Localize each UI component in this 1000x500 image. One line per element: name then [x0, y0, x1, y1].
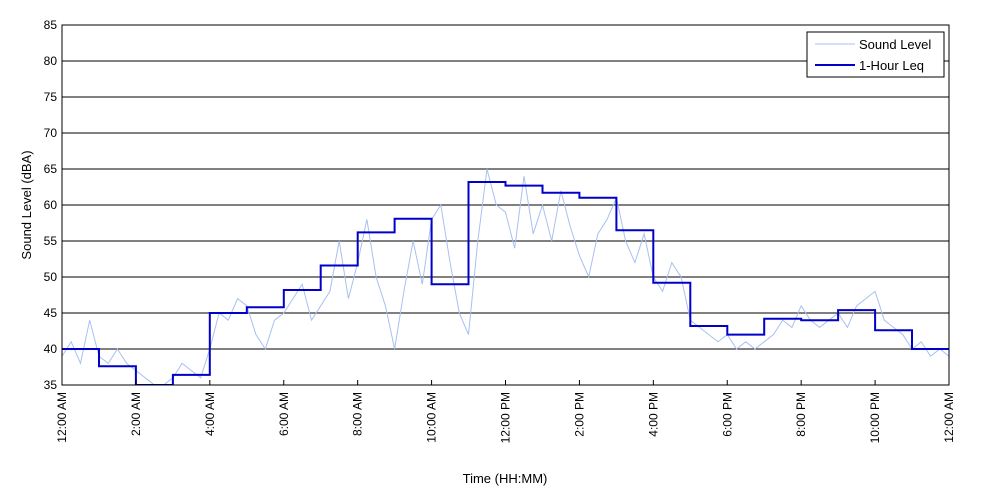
y-tick-label: 35: [44, 378, 58, 392]
y-axis-title: Sound Level (dBA): [19, 150, 34, 259]
y-tick-label: 55: [44, 234, 58, 248]
x-tick-label: 2:00 PM: [572, 392, 586, 437]
x-tick-label: 6:00 PM: [720, 392, 734, 437]
y-tick-label: 70: [44, 126, 58, 140]
x-tick-label: 10:00 AM: [425, 392, 439, 443]
y-tick-label: 40: [44, 342, 58, 356]
legend-box: [806, 31, 945, 78]
x-tick-label: 8:00 PM: [794, 392, 808, 437]
x-axis-ticks: 12:00 AM 2:00 AM 4:00 AM 6:00 AM 8:00 AM 10:0…: [55, 380, 956, 443]
x-tick-label: 12:00 PM: [499, 392, 513, 443]
y-tick-label: 85: [44, 18, 58, 32]
series-area: [62, 168, 949, 385]
x-tick-label: 10:00 PM: [868, 392, 882, 443]
x-tick-label: 12:00 AM: [942, 392, 956, 443]
x-tick-label: 4:00 AM: [203, 392, 217, 436]
x-tick-label: 2:00 AM: [129, 392, 143, 436]
legend-label-sound-level: Sound Level: [859, 37, 931, 52]
y-tick-label: 75: [44, 90, 58, 104]
x-axis-title: Time (HH:MM): [463, 471, 548, 486]
x-tick-label: 12:00 AM: [55, 392, 69, 443]
x-tick-label: 8:00 AM: [351, 392, 365, 436]
y-tick-label: 45: [44, 306, 58, 320]
x-tick-label: 4:00 PM: [646, 392, 660, 437]
x-tick-label: 6:00 AM: [277, 392, 291, 436]
y-tick-label: 60: [44, 198, 58, 212]
y-tick-label: 50: [44, 270, 58, 284]
legend: Sound Level 1-Hour Leq: [806, 31, 945, 78]
y-axis-ticks: 35 40 45 50 55 60 65 70 75 80 85: [44, 18, 58, 392]
y-tick-label: 65: [44, 162, 58, 176]
legend-label-1-hour-leq: 1-Hour Leq: [859, 58, 924, 73]
y-tick-label: 80: [44, 54, 58, 68]
series-line-1-hour-leq: [62, 181, 949, 385]
